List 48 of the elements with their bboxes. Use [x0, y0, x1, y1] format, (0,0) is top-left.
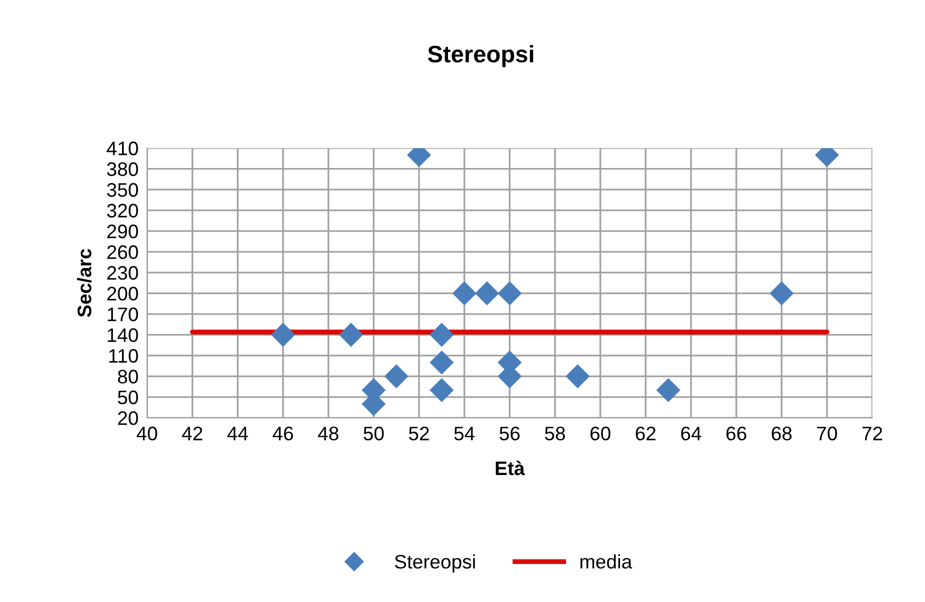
x-tick-label: 64 — [681, 426, 702, 440]
y-tick-label: 170 — [108, 308, 138, 322]
x-tick-label: 58 — [544, 426, 565, 440]
y-tick-label: 140 — [108, 328, 138, 342]
y-tick-label: 110 — [109, 349, 138, 363]
x-tick-label: 50 — [364, 426, 384, 440]
point — [430, 350, 454, 374]
x-tick-label: 68 — [772, 426, 792, 440]
point — [430, 378, 454, 402]
point — [271, 322, 296, 347]
x-tick-label: 62 — [636, 426, 656, 440]
y-tick-label: 230 — [107, 266, 138, 280]
point — [452, 281, 476, 306]
y-tick-label: 50 — [118, 390, 138, 404]
x-tick-label: 44 — [227, 426, 248, 440]
y-tick-label: 20 — [118, 411, 138, 426]
x-tick-label: 40 — [136, 426, 158, 440]
x-tick-label: 42 — [182, 426, 202, 440]
point — [384, 364, 408, 388]
y-tick-label: 80 — [118, 370, 138, 384]
y-tick-label: 320 — [107, 204, 138, 218]
x-tick-label: 48 — [318, 426, 338, 440]
point — [430, 322, 454, 347]
point — [474, 281, 500, 306]
x-tick-label: 60 — [590, 426, 610, 440]
point — [339, 322, 364, 347]
legend-label: Stereopsi — [394, 554, 475, 572]
point — [566, 364, 590, 388]
y-tick-label: 290 — [107, 224, 138, 238]
x-tick-label: 66 — [726, 426, 746, 440]
point — [498, 281, 522, 306]
y-axis-title: Sec/arc — [77, 248, 92, 317]
x-tick-label: 46 — [272, 426, 294, 440]
y-tick-label: 410 — [106, 142, 138, 156]
x-tick-label: 56 — [500, 426, 520, 440]
x-axis-title: Età — [496, 460, 525, 476]
x-tick-label: 52 — [408, 426, 429, 440]
chart-title: Stereopsi — [428, 45, 534, 68]
y-tick-label: 200 — [107, 286, 138, 301]
x-tick-label: 72 — [862, 426, 882, 440]
legend-label: media — [580, 554, 632, 569]
y-tick-label: 260 — [107, 245, 138, 260]
x-tick-label: 70 — [817, 426, 838, 440]
y-tick-label: 380 — [107, 162, 138, 176]
point — [656, 378, 680, 402]
x-tick-label: 54 — [454, 426, 475, 440]
y-tick-label: 350 — [107, 183, 138, 197]
point — [770, 281, 794, 306]
